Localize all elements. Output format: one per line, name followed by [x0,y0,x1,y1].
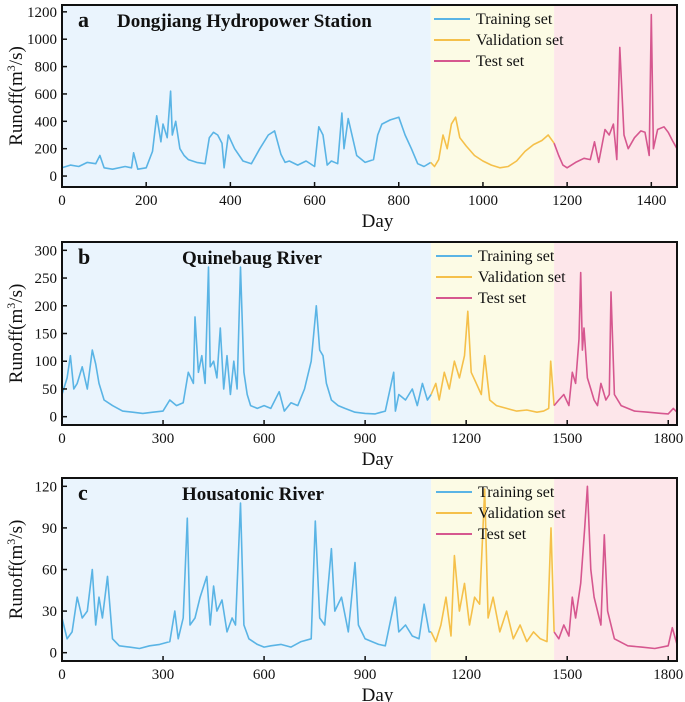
panel-letter: b [78,244,90,269]
x-tick-label: 1400 [636,193,666,209]
y-tick-label: 150 [35,327,58,343]
y-tick-label: 100 [35,354,58,370]
panel-b: 0 300 600 900 1200 1500 1800 0 50 100 150 200 250 300… [4,241,683,470]
legend-label-validation-set: Validation set [478,505,566,522]
x-tick-label: 600 [253,431,276,447]
y-tick-label: 400 [35,114,58,130]
validation-set-series-line [430,116,555,169]
x-axis-title: Day [362,211,394,232]
y-tick-label: 120 [35,479,58,495]
legend-label-validation-set: Validation set [476,32,564,49]
legend-label-test-set: Test set [476,53,525,70]
y-tick-label: 0 [50,410,58,426]
x-tick-label: 0 [58,667,66,683]
x-axis-title: Day [362,685,394,702]
training-set-series-line [61,90,432,170]
station-title: Housatonic River [182,484,325,505]
y-tick-label: 50 [42,382,57,398]
x-tick-label: 0 [58,193,66,209]
y-tick-label: 300 [35,243,58,259]
x-tick-label: 300 [152,431,175,447]
validation-set-series-line [430,310,555,414]
y-axis-title-text: Runoff(m [6,71,27,146]
legend-label-training-set: Training set [478,248,555,265]
y-axis-title-superscript: 3 [4,539,18,545]
y-tick-label: 90 [42,521,57,537]
training-region [62,242,432,425]
x-tick-label: 1000 [468,193,498,209]
y-axis-title-text: Runoff(m [6,308,27,383]
y-tick-label: 1200 [27,5,57,21]
panel-letter: a [78,7,89,32]
test-region [554,242,677,425]
x-tick-label: 300 [152,667,175,683]
y-tick-label: 1000 [27,32,57,48]
test-region [554,5,677,187]
test-region [554,478,677,661]
x-tick-label: 0 [58,431,66,447]
plot-frame [61,4,678,188]
y-axis-title-superscript: 3 [4,303,18,309]
x-tick-label: 1200 [451,667,481,683]
legend-label-test-set: Test set [478,526,527,543]
x-tick-label: 1800 [653,431,683,447]
y-tick-label: 200 [35,299,58,315]
legend-label-test-set: Test set [478,290,527,307]
y-axis-title-unit: /s) [6,284,27,303]
panel-a: 0 200 400 600 800 1000 1200 1400 0 200 400 600 800 10… [4,4,678,232]
y-axis-title: Runoff(m3/s) [4,46,27,146]
legend-label-training-set: Training set [478,484,555,501]
x-axis-title: Day [362,449,394,470]
training-region [62,5,431,187]
y-tick-label: 30 [42,604,57,620]
x-tick-label: 1200 [552,193,582,209]
y-tick-label: 0 [50,169,58,185]
legend-label-validation-set: Validation set [478,269,566,286]
x-tick-label: 900 [354,667,377,683]
y-tick-label: 250 [35,271,58,287]
y-axis-title-unit: /s) [6,520,27,539]
x-tick-label: 400 [219,193,242,209]
training-set-series-line [61,502,432,650]
x-tick-label: 1800 [653,667,683,683]
x-tick-label: 1200 [451,431,481,447]
y-axis-title-text: Runoff(m [6,544,27,619]
station-title: Dongjiang Hydropower Station [117,11,372,32]
x-tick-label: 600 [253,667,276,683]
x-tick-label: 900 [354,431,377,447]
y-tick-label: 200 [35,142,58,158]
test-set-series-line [553,485,678,650]
y-axis-title: Runoff(m3/s) [4,284,27,384]
y-tick-label: 600 [35,87,58,103]
validation-region [431,242,555,425]
validation-region [430,5,555,187]
y-axis-title-unit: /s) [6,46,27,65]
y-axis-title-superscript: 3 [4,65,18,71]
y-axis-title: Runoff(m3/s) [4,520,27,620]
x-tick-label: 1500 [552,431,582,447]
validation-set-series-line [430,488,555,643]
training-set-series-line [61,266,432,415]
y-tick-label: 60 [42,563,57,579]
panel-c: 0 300 600 900 1200 1500 1800 0 30 60 90 120 Day Runof… [4,477,683,702]
y-tick-label: 800 [35,60,58,76]
station-title: Quinebaug River [182,248,322,269]
x-tick-label: 1500 [552,667,582,683]
y-tick-label: 0 [50,646,58,662]
x-tick-label: 200 [135,193,158,209]
panel-letter: c [78,480,88,505]
x-tick-label: 600 [303,193,326,209]
test-set-series-line [553,271,678,415]
legend-label-training-set: Training set [476,11,553,28]
test-set-series-line [553,13,678,169]
x-tick-label: 800 [388,193,411,209]
